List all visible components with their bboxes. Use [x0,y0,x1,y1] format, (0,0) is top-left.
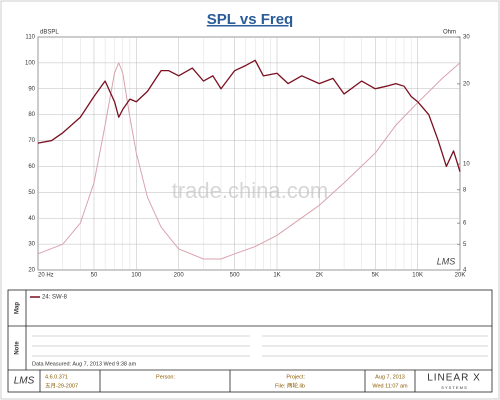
y2-tick-label: 20 [463,81,470,87]
brand-sub: S Y S T E M S [441,385,467,390]
measured-date: Data Measured: Aug 7, 2013 Wed 9:38 am [32,361,137,367]
footer-logo: LMS [14,376,35,387]
date: Aug 7, 2013 [375,374,405,380]
y2-tick-label: 6 [463,221,467,227]
y-tick-label: 60 [28,164,35,170]
y-tick-label: 70 [28,138,35,144]
notes-label: Note [15,341,21,355]
x-tick-label: 20 Hz [38,273,54,279]
chart-title: SPL vs Freq [207,11,293,28]
y-axis-label: dBSPL [40,30,59,36]
file: File: 两轮.lib [275,381,305,389]
time: Wed 11:07 am [372,383,408,389]
x-tick-label: 20K [455,273,466,279]
y-tick-label: 100 [25,60,36,66]
y-tick-label: 40 [28,216,35,222]
y-tick-label: 50 [28,190,35,196]
x-tick-label: 50 [91,273,98,279]
map-label: Map [15,302,21,314]
x-tick-label: 10K [412,273,423,279]
legend-entry: 24: SW-8 [42,295,68,301]
version: 4.6.0.371 [45,374,68,380]
plot-logo: LMS [437,256,456,266]
info-box [7,289,493,393]
watermark: trade.china.com [172,178,329,203]
plot: 20 Hz 50 100 200 500 1K 2K 5K 10K 20K 20 30 40 50 60 70… [25,35,470,279]
y2-tick-label: 5 [463,242,467,248]
footer: LMS 4.6.0.371 五月-29-2007 Person: Project… [14,370,481,392]
build-date: 五月-29-2007 [45,382,78,389]
y-tick-label: 110 [25,35,35,41]
y-tick-label: 80 [28,112,35,118]
y2-tick-label: 10 [463,162,470,168]
x-tick-label: 500 [230,273,241,279]
y2-tick-label: 30 [463,35,470,41]
note-lines [32,335,488,357]
x-tick-label: 2K [316,273,323,279]
y-tick-label: 30 [28,242,35,248]
y2-tick-label: 8 [463,187,467,193]
y-tick-label: 90 [28,86,35,92]
series-line [37,59,461,172]
x-tick-label: 1K [273,273,280,279]
y2-axis-label: Ohm [443,30,456,36]
y2-tick-label: 4 [463,268,467,274]
x-tick-label: 100 [131,273,142,279]
x-tick-label: 5K [372,273,379,279]
brand: LINEAR X [427,373,481,384]
person: Person: [156,374,175,380]
y-tick-label: 20 [28,268,35,274]
series-line [37,62,461,260]
project: Project: [286,374,305,380]
x-tick-label: 200 [174,273,185,279]
plot-area [37,36,461,271]
